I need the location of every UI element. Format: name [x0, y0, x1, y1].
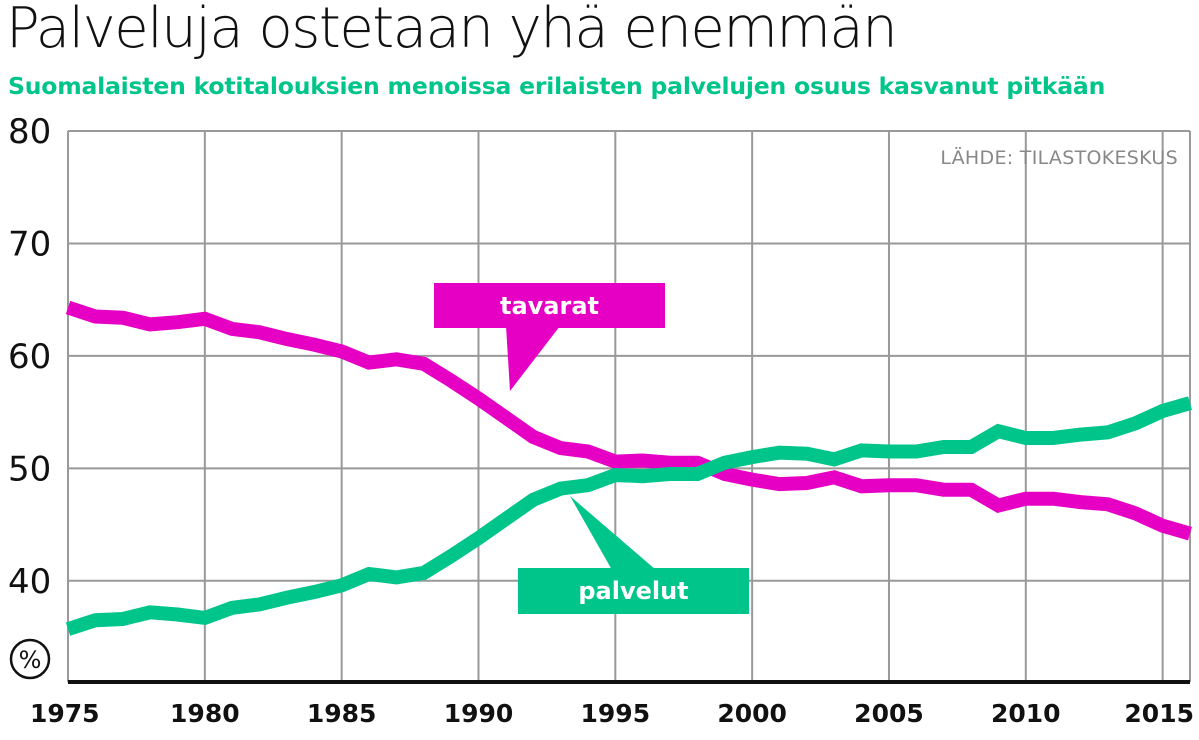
chart-title: Palveluja ostetaan yhä enemmän: [6, 0, 898, 61]
callout-label-tavarat: tavarat: [500, 292, 599, 320]
x-tick-label-1990: 1990: [444, 699, 514, 728]
y-tick-label-50: 50: [8, 449, 51, 489]
y-tick-label-60: 60: [8, 337, 51, 377]
x-tick-labels: 1975 1980 1985 1990 1995 2000 2005 2010 2015: [30, 699, 1194, 728]
x-tick-label-1975: 1975: [30, 699, 100, 728]
x-tick-label-2010: 2010: [991, 699, 1061, 728]
callout-box-palvelut: [518, 568, 749, 614]
callout-label-palvelut: palvelut: [578, 577, 688, 605]
source-label: LÄHDE: TILASTOKESKUS: [940, 146, 1178, 169]
y-tick-labels: 80 70 60 50 40: [8, 112, 51, 602]
x-tick-label-2015: 2015: [1124, 699, 1194, 728]
unit-badge: %: [9, 638, 51, 680]
x-tick-label-2005: 2005: [854, 699, 924, 728]
chart-subtitle: Suomalaisten kotitalouksien menoissa eri…: [8, 72, 1106, 100]
unit-circle: [9, 638, 51, 680]
callout-box-tavarat: [434, 283, 665, 328]
callout-pointer-palvelut: [570, 496, 656, 570]
callout-palvelut: palvelut: [518, 496, 749, 614]
callout-pointer-tavarat: [506, 326, 560, 391]
y-tick-label-40: 40: [8, 562, 51, 602]
series-layer: [65, 300, 1192, 636]
y-tick-label-80: 80: [8, 112, 51, 152]
callout-tavarat: tavarat: [434, 283, 665, 391]
series-line-tavarat: [65, 300, 1192, 541]
unit-label: %: [19, 646, 42, 674]
x-tick-label-1980: 1980: [170, 699, 240, 728]
x-tick-label-2000: 2000: [717, 699, 787, 728]
x-tick-label-1985: 1985: [307, 699, 377, 728]
annotation-layer: tavarat palvelut: [434, 283, 749, 614]
x-tick-label-1995: 1995: [581, 699, 651, 728]
y-tick-label-70: 70: [8, 224, 51, 264]
series-line-palvelut: [65, 396, 1192, 636]
